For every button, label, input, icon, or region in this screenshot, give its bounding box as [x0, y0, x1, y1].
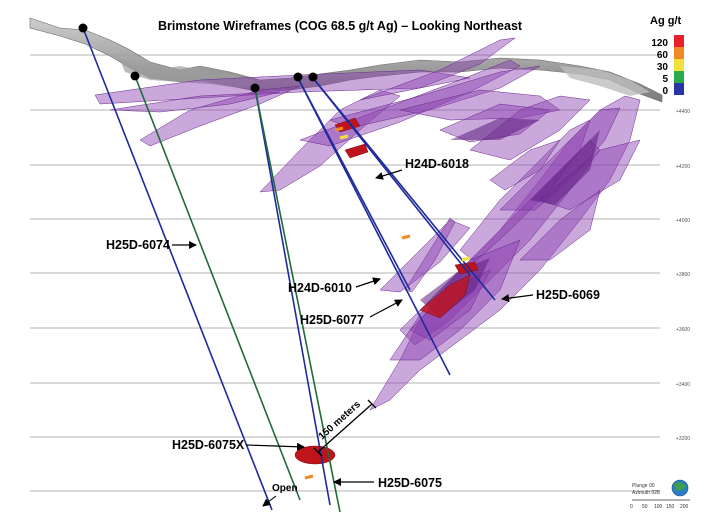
wireframe-lens — [399, 89, 561, 121]
high-grade-zones — [294, 117, 479, 465]
open-arrow — [262, 495, 277, 507]
drillhole-trace — [134, 75, 301, 501]
elevation-label: +3200 — [676, 436, 690, 442]
drillhole-collars — [78, 23, 318, 93]
elevation-label: +4400 — [676, 109, 690, 115]
high-grade-zone — [419, 274, 471, 319]
wireframe-lens — [359, 37, 516, 101]
scale-tick-label: 0 — [630, 504, 633, 510]
arrow-h25d-6077 — [369, 299, 403, 318]
elevation-label: +4200 — [676, 164, 690, 170]
legend-label: 120 — [651, 38, 668, 49]
label-h25d-6074: H25D-6074 — [106, 238, 170, 252]
elevation-label: +3800 — [676, 272, 690, 278]
elevation-grid — [30, 54, 660, 492]
wireframe-lens — [489, 139, 561, 191]
arrow-h24d-6018 — [375, 169, 403, 180]
legend-title: Ag g/t — [650, 15, 681, 27]
drillhole-trace-6018 — [312, 77, 471, 276]
wireframe-lens — [139, 85, 301, 147]
legend-swatch — [674, 71, 684, 83]
scale-tick-label: 150 — [666, 504, 675, 510]
plunge-label: Plunge 00 — [632, 483, 655, 489]
label-h25d-6069: H25D-6069 — [536, 288, 600, 302]
label-h25d-6077: H25D-6077 — [300, 313, 364, 327]
topography-outcrop — [120, 60, 260, 88]
topographic-surface — [29, 17, 663, 103]
legend-label: 60 — [657, 50, 669, 61]
collar-marker — [293, 72, 303, 82]
open-annotation: Open — [262, 483, 298, 507]
drillhole-trace-6077 — [297, 77, 411, 291]
elevation-labels: +4400 +4200 +4000 +3800 +3600 +3400 +320… — [676, 109, 690, 442]
drillhole-trace-6075x — [254, 87, 331, 506]
diagram-title: Brimstone Wireframes (COG 68.5 g/t Ag) –… — [158, 19, 523, 33]
scale-tick-label: 50 — [642, 504, 648, 510]
scale-bar-line — [317, 403, 373, 453]
label-h25d-6075: H25D-6075 — [378, 476, 442, 490]
wireframe-lens — [379, 219, 471, 293]
scale-tick-label: 100 — [654, 504, 663, 510]
elevation-label: +4000 — [676, 218, 690, 224]
wireframe-lens — [329, 65, 541, 129]
collar-marker — [308, 72, 318, 82]
collar-marker — [130, 71, 140, 81]
wireframe-core — [450, 118, 540, 140]
label-h24d-6018: H24D-6018 — [405, 157, 469, 171]
azimuth-label: Azimuth 028 — [632, 490, 660, 496]
topography-outcrop — [560, 66, 650, 96]
assay-interval — [334, 126, 344, 132]
wireframe-lens — [109, 91, 281, 113]
arrow-h24d-6010 — [355, 277, 381, 288]
assay-interval — [339, 134, 349, 140]
scale-tick-label: 200 — [680, 504, 689, 510]
collar-marker — [250, 83, 260, 93]
wireframe-shapes — [94, 37, 641, 411]
wireframe-lens — [469, 95, 591, 161]
drillhole-trace-6074 — [82, 27, 273, 511]
legend-swatch — [674, 35, 684, 47]
elevation-label: +3600 — [676, 327, 690, 333]
assay-interval — [401, 234, 411, 240]
legend-swatch — [674, 47, 684, 59]
wireframe-lens — [519, 189, 601, 261]
scale-bar-tick — [367, 399, 377, 409]
legend-swatch — [674, 59, 684, 71]
label-h25d-6075x: H25D-6075X — [172, 438, 245, 452]
open-label: Open — [272, 483, 298, 494]
grade-legend: Ag g/t 120 60 30 5 0 — [650, 15, 684, 97]
scale-bar-label: 150 meters — [317, 399, 364, 442]
assay-interval — [304, 474, 314, 480]
legend-swatch — [674, 83, 684, 95]
high-grade-zone-6075x — [294, 445, 336, 465]
wireframe-core — [530, 130, 600, 205]
drillhole-trace-6075 — [254, 87, 341, 513]
arrow-h25d-6069 — [501, 294, 534, 303]
scale-bar: 150 meters — [313, 399, 377, 457]
globe-land — [674, 482, 686, 491]
collar-marker — [78, 23, 88, 33]
assay-interval — [461, 256, 471, 262]
drillhole-labels: H24D-6018 H25D-6074 H24D-6010 H25D-6077 … — [106, 157, 600, 490]
wireframe-lens — [459, 119, 591, 263]
legend-label: 5 — [662, 74, 668, 85]
label-h24d-6010: H24D-6010 — [288, 281, 352, 295]
high-grade-zone — [344, 143, 369, 159]
drillholes — [82, 27, 496, 513]
arrow-h25d-6075x — [245, 442, 305, 451]
legend-label: 30 — [657, 62, 669, 73]
scale-bar-tick — [313, 447, 323, 457]
legend-label: 0 — [662, 86, 668, 97]
elevation-label: +3400 — [676, 382, 690, 388]
view-orientation: Plunge 00 Azimuth 028 0 50 100 150 200 — [630, 479, 690, 510]
assay-intervals — [304, 126, 471, 480]
wireframe-lens — [94, 69, 471, 105]
